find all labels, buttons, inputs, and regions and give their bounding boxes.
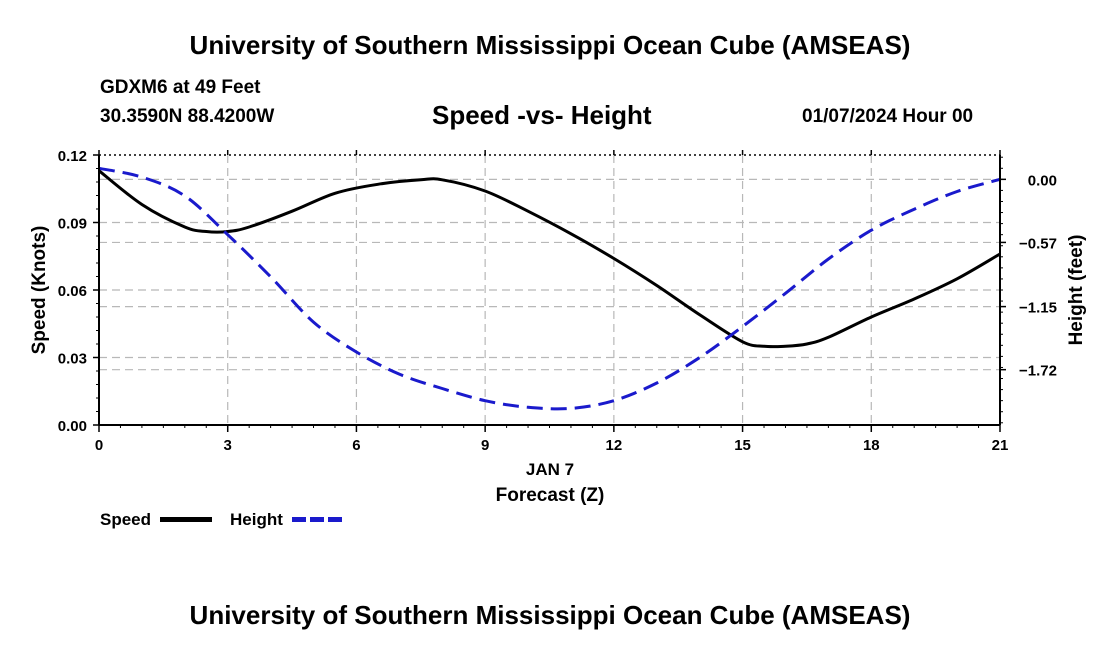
y-axis-title: Speed (Knots) [29,226,50,355]
x-tick-label-2: 6 [352,437,360,454]
x-tick-label-5: 15 [734,437,751,454]
series-layer [98,166,1001,411]
y-right-tick-label-0: 0.00 [1028,172,1057,189]
chart-title: Speed -vs- Height [432,100,652,130]
y-right-tick-label-3: −1.72 [1019,363,1057,380]
legend-height-swatch [292,517,342,522]
labels-layer: 0.00 0.03 0.06 0.09 0.12 0.00 −0.57 −1.15 −1.72 0… [29,148,1087,506]
x-axis-title: Forecast (Z) [496,485,605,506]
axes-layer [93,150,1006,432]
y-right-tick-label-2: −1.15 [1019,300,1057,317]
series-line-speed [98,169,1001,349]
legend-height-label: Height [230,510,283,529]
station-label: GDXM6 at 49 Feet [100,77,261,98]
grid-layer [99,155,1000,425]
x-tick-label-4: 12 [606,437,623,454]
page-title: University of Southern Mississippi Ocean… [189,30,911,60]
forecast-datetime: 01/07/2024 Hour 00 [802,106,974,127]
x-tick-label-7: 21 [992,437,1009,454]
y-right-tick-label-1: −0.57 [1019,235,1057,252]
y-tick-label-4: 0.12 [58,148,87,165]
x-tick-label-3: 9 [481,437,489,454]
footer-title: University of Southern Mississippi Ocean… [189,600,911,630]
coordinates-label: 30.3590N 88.4200W [100,106,275,127]
y-tick-label-2: 0.06 [58,283,87,300]
y-tick-label-1: 0.03 [58,351,87,368]
x-tick-label-6: 18 [863,437,880,454]
x-tick-label-0: 0 [95,437,103,454]
y-axis-right-title: Height (feet) [1066,235,1087,346]
legend-speed-label: Speed [100,510,152,529]
x-tick-label-1: 3 [224,437,232,454]
y-tick-label-3: 0.09 [58,216,87,233]
legend-speed-swatch [160,517,212,522]
y-tick-label-0: 0.00 [58,418,87,435]
series-line-height [98,166,1001,411]
x-axis-day-label: JAN 7 [526,460,574,479]
